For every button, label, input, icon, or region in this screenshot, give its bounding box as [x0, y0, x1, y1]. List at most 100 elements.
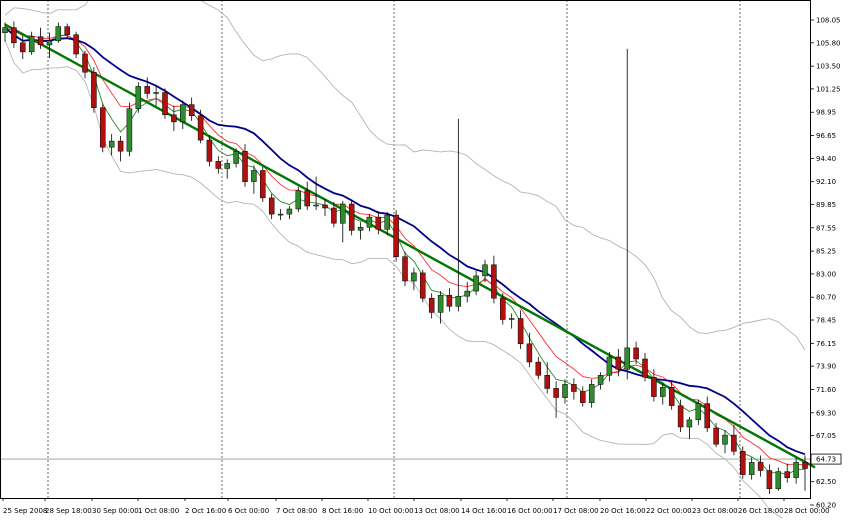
y-tick-label: 62.50	[816, 478, 836, 486]
candle-body	[357, 227, 364, 231]
y-tick-label: 80.70	[816, 294, 836, 302]
candle-body	[482, 264, 488, 277]
candle-body	[348, 203, 355, 231]
candle-body	[286, 208, 293, 215]
candle-body	[224, 163, 230, 169]
y-tick-label: 83.00	[816, 270, 836, 278]
y-tick-label: 92.10	[816, 178, 836, 186]
candle-body	[197, 115, 204, 141]
x-tick-label: 28 Oct 00:00	[784, 507, 830, 515]
candle-body	[731, 434, 737, 452]
candle-body	[46, 40, 53, 46]
x-tick-label: 10 Oct 00:00	[368, 507, 414, 515]
candle-body	[37, 36, 44, 46]
candle-body	[420, 272, 426, 299]
candle-body	[624, 347, 630, 370]
x-tick-label: 20 Oct 16:00	[600, 507, 646, 515]
y-tick-label: 67.05	[816, 432, 836, 440]
x-tick-label: 17 Oct 08:00	[553, 507, 599, 515]
moving-averages	[4, 26, 806, 475]
candle-body	[642, 358, 648, 378]
candle-body	[508, 318, 515, 320]
candle-body	[553, 388, 559, 398]
trendline	[4, 23, 816, 469]
candle-body	[562, 384, 568, 398]
candle-body	[446, 294, 453, 307]
x-tick-label: 25 Sep 2008	[3, 507, 47, 515]
x-tick-label: 7 Oct 08:00	[276, 507, 317, 515]
x-tick-label: 28 Sep 18:00	[45, 507, 92, 515]
candle-body	[135, 86, 142, 109]
y-tick-label: 98.95	[816, 109, 836, 117]
candle-body	[188, 104, 195, 116]
candle-body	[144, 86, 150, 94]
candle-body	[251, 170, 257, 182]
candle-body	[73, 34, 79, 55]
candles-layer	[2, 21, 808, 494]
candle-body	[428, 297, 435, 313]
candle-body	[11, 27, 17, 44]
x-tick-label: 8 Oct 16:00	[322, 507, 363, 515]
candle-body	[517, 318, 524, 345]
candle-body	[242, 151, 248, 182]
candle-body	[64, 26, 70, 35]
x-tick-label: 2 Oct 16:00	[185, 507, 226, 515]
candle-body	[802, 462, 808, 469]
x-tick-label: 14 Oct 16:00	[461, 507, 507, 515]
candle-body	[588, 384, 595, 403]
candle-body	[375, 216, 382, 230]
y-tick-label: 69.30	[816, 409, 836, 417]
candle-body	[437, 294, 444, 313]
candle-body	[366, 216, 373, 228]
candle-body	[677, 405, 684, 428]
axes-layer: 108.05 105.80 103.50 101.25 98.95 96.65 94.40 9…	[0, 0, 842, 515]
candle-body	[411, 272, 417, 282]
candle-body	[20, 42, 26, 53]
candle-body	[215, 161, 222, 169]
current-price-box	[810, 453, 842, 465]
candle-body	[2, 27, 8, 33]
candle-body	[126, 108, 133, 152]
candle-body	[304, 190, 310, 207]
candle-body	[740, 451, 746, 475]
x-tick-label: 30 Sep 00:00	[92, 507, 139, 515]
plot-frame	[0, 0, 811, 499]
candle-body	[748, 462, 755, 475]
candle-body	[153, 92, 159, 94]
x-tick-label: 22 Oct 00:00	[646, 507, 692, 515]
ema-red-line	[4, 27, 806, 466]
candle-body	[597, 375, 604, 385]
candle-body	[757, 462, 764, 471]
candle-body	[686, 419, 693, 428]
trendline-layer	[4, 23, 816, 469]
candle-body	[82, 53, 88, 73]
candle-body	[722, 434, 728, 445]
y-tick-label: 87.55	[816, 224, 836, 232]
candle-body	[268, 197, 275, 215]
y-tick-label: 94.40	[816, 155, 836, 163]
candle-body	[180, 104, 186, 123]
x-tick-label: 1 Oct 08:00	[138, 507, 179, 515]
y-tick-label: 108.05	[816, 17, 841, 25]
candle-body	[580, 391, 586, 403]
y-tick-label: 64.73	[816, 456, 836, 464]
candle-body	[402, 256, 408, 282]
y-tick-label: 89.85	[816, 201, 836, 209]
candle-body	[393, 214, 399, 257]
candle-body	[295, 190, 302, 210]
candle-body	[544, 375, 550, 389]
candle-body	[704, 403, 710, 429]
x-tick-label: 23 Oct 08:00	[692, 507, 738, 515]
candle-body	[713, 427, 719, 445]
candle-body	[633, 347, 639, 360]
candle-body	[28, 36, 35, 53]
candle-body	[233, 151, 239, 164]
candle-body	[206, 139, 213, 162]
sma-blue-line	[4, 26, 806, 456]
candle-body	[473, 275, 479, 292]
y-tick-label: 60.20	[816, 502, 836, 510]
candle-body	[784, 471, 790, 478]
candle-body	[384, 214, 390, 230]
